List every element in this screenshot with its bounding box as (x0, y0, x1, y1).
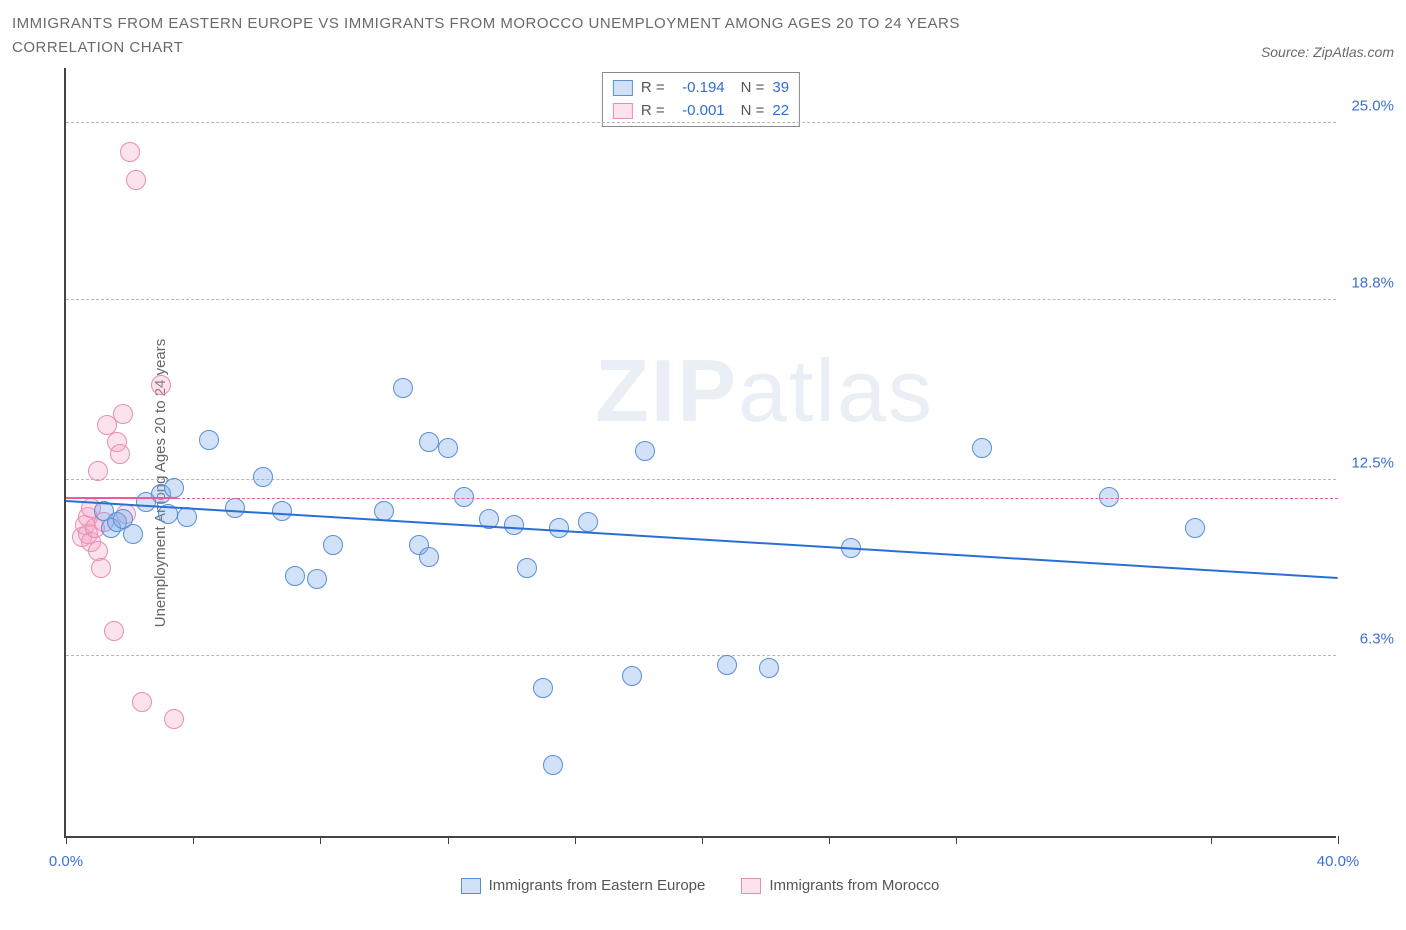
x-tick-mark (448, 836, 449, 844)
legend-series-label: Immigrants from Eastern Europe (489, 877, 706, 894)
data-point (164, 709, 184, 729)
legend-series: Immigrants from Eastern Europe Immigrants… (64, 877, 1336, 894)
legend-swatch (741, 878, 761, 894)
data-point (110, 444, 130, 464)
x-tick-label: 0.0% (49, 853, 83, 870)
trend-line (66, 500, 1338, 579)
gridline (66, 655, 1336, 656)
x-tick-mark (320, 836, 321, 844)
data-point (323, 535, 343, 555)
legend-r-label: R = (641, 100, 665, 123)
data-point (759, 658, 779, 678)
data-point (253, 467, 273, 487)
data-point (1099, 487, 1119, 507)
legend-series-item: Immigrants from Eastern Europe (461, 877, 706, 894)
y-tick-label: 12.5% (1342, 454, 1394, 471)
x-tick-mark (829, 836, 830, 844)
data-point (307, 569, 327, 589)
legend-swatch (613, 103, 633, 119)
data-point (126, 170, 146, 190)
trend-line (66, 497, 177, 499)
legend-stats: R = -0.194 N = 39 R = -0.001 N = 22 (602, 72, 800, 127)
data-point (635, 441, 655, 461)
data-point (113, 404, 133, 424)
data-point (120, 142, 140, 162)
data-point (285, 566, 305, 586)
x-tick-mark (1211, 836, 1212, 844)
data-point (164, 478, 184, 498)
x-tick-mark (1338, 836, 1339, 844)
gridline (66, 299, 1336, 300)
data-point (199, 430, 219, 450)
watermark: ZIPatlas (595, 340, 934, 442)
chart-title-line2: CORRELATION CHART (12, 36, 960, 60)
x-tick-mark (66, 836, 67, 844)
data-point (549, 518, 569, 538)
data-point (533, 678, 553, 698)
title-block: IMMIGRANTS FROM EASTERN EUROPE VS IMMIGR… (12, 12, 960, 60)
data-point (123, 524, 143, 544)
legend-r-label: R = (641, 77, 665, 100)
watermark-bold: ZIP (595, 341, 738, 440)
data-point (225, 498, 245, 518)
data-point (419, 432, 439, 452)
trend-line (177, 498, 1338, 499)
legend-n-value: 39 (772, 77, 789, 100)
legend-n-label: N = (741, 77, 765, 100)
data-point (543, 755, 563, 775)
data-point (132, 692, 152, 712)
legend-stat-row: R = -0.001 N = 22 (613, 100, 789, 123)
y-tick-label: 18.8% (1342, 274, 1394, 291)
data-point (972, 438, 992, 458)
chart-title-line1: IMMIGRANTS FROM EASTERN EUROPE VS IMMIGR… (12, 12, 960, 36)
legend-swatch (613, 80, 633, 96)
legend-r-value: -0.194 (673, 77, 725, 100)
data-point (419, 547, 439, 567)
gridline (66, 122, 1336, 123)
legend-swatch (461, 878, 481, 894)
x-tick-mark (193, 836, 194, 844)
watermark-light: atlas (738, 341, 934, 440)
x-tick-label: 40.0% (1317, 853, 1360, 870)
data-point (438, 438, 458, 458)
data-point (578, 512, 598, 532)
legend-n-label: N = (741, 100, 765, 123)
data-point (1185, 518, 1205, 538)
data-point (454, 487, 474, 507)
chart-container: Unemployment Among Ages 20 to 24 years Z… (12, 68, 1394, 898)
legend-n-value: 22 (772, 100, 789, 123)
legend-r-value: -0.001 (673, 100, 725, 123)
data-point (717, 655, 737, 675)
data-point (393, 378, 413, 398)
data-point (504, 515, 524, 535)
y-tick-label: 25.0% (1342, 98, 1394, 115)
legend-series-label: Immigrants from Morocco (769, 877, 939, 894)
data-point (88, 461, 108, 481)
data-point (622, 666, 642, 686)
data-point (91, 558, 111, 578)
data-point (104, 621, 124, 641)
data-point (272, 501, 292, 521)
data-point (517, 558, 537, 578)
legend-stat-row: R = -0.194 N = 39 (613, 77, 789, 100)
data-point (151, 375, 171, 395)
header-row: IMMIGRANTS FROM EASTERN EUROPE VS IMMIGR… (12, 12, 1394, 60)
x-tick-mark (575, 836, 576, 844)
y-tick-label: 6.3% (1342, 631, 1394, 648)
legend-series-item: Immigrants from Morocco (741, 877, 939, 894)
x-tick-mark (956, 836, 957, 844)
source-label: Source: ZipAtlas.com (1261, 44, 1394, 60)
x-tick-mark (702, 836, 703, 844)
plot-area: ZIPatlas R =-0.194N =39R =-0.001N =22 6.… (64, 68, 1336, 838)
